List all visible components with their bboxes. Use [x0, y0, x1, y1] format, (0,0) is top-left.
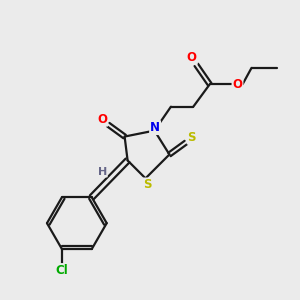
Text: N: N — [150, 121, 160, 134]
Text: O: O — [232, 78, 242, 91]
Text: O: O — [97, 113, 107, 126]
Text: S: S — [188, 131, 196, 144]
Text: S: S — [143, 178, 151, 191]
Text: H: H — [98, 167, 107, 177]
Text: Cl: Cl — [56, 264, 68, 277]
Text: O: O — [187, 51, 197, 64]
